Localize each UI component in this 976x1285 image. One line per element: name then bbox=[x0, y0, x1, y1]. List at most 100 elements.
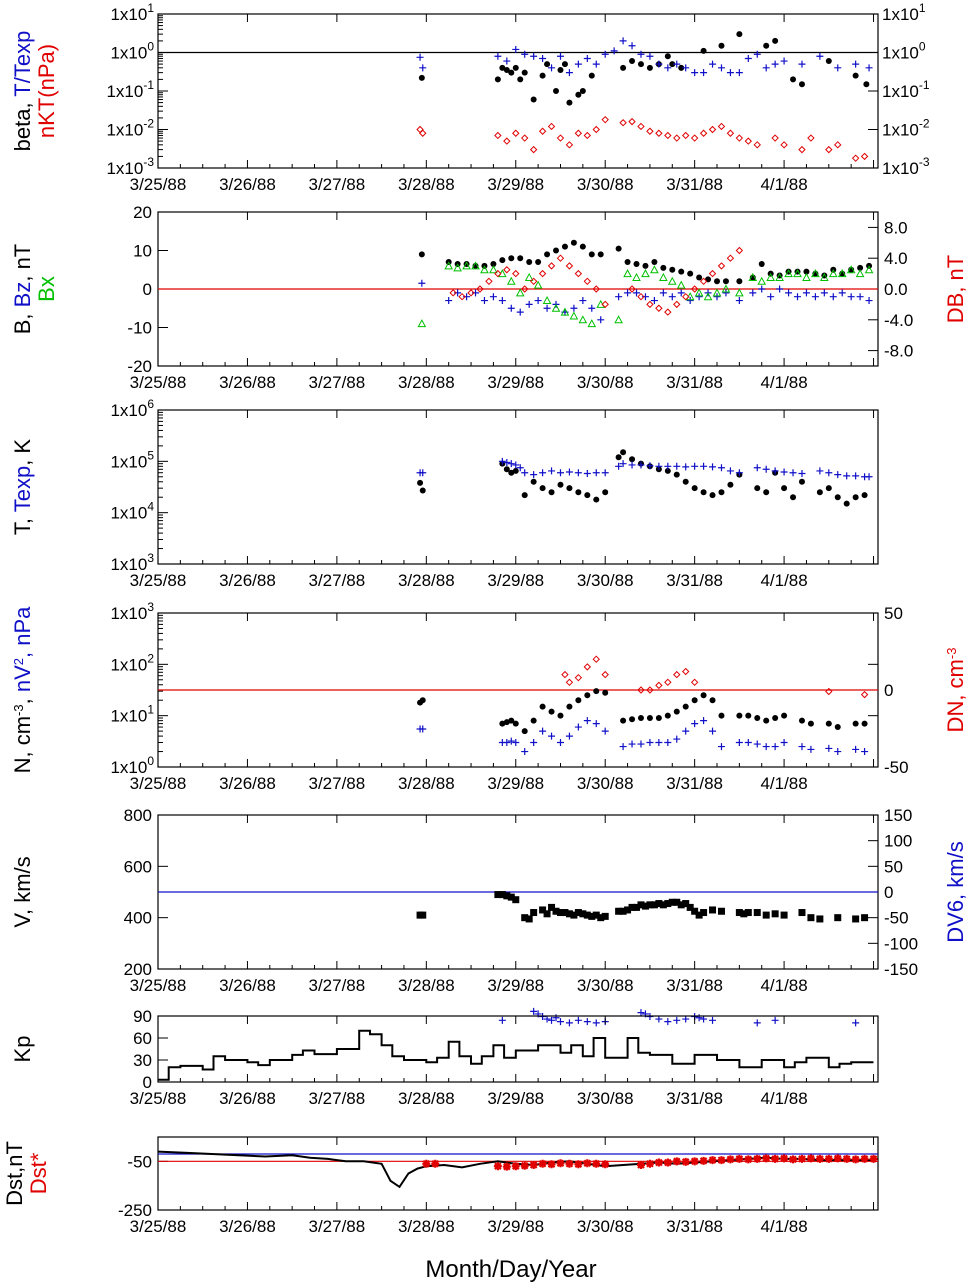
beta-data-point bbox=[538, 127, 547, 135]
beta-data-point bbox=[699, 129, 708, 137]
density-data-point bbox=[772, 715, 779, 722]
beta-data-point bbox=[646, 127, 654, 135]
density-x-tick-label: 3/25/88 bbox=[130, 774, 187, 793]
temperature-data-point bbox=[615, 462, 623, 470]
beta-data-point bbox=[628, 42, 636, 50]
velocity-data-point bbox=[673, 1016, 681, 1024]
bfield-data-point bbox=[445, 297, 453, 305]
bfield-data-point bbox=[714, 278, 721, 285]
density-data-point bbox=[780, 739, 788, 747]
bfield-data-point bbox=[561, 243, 568, 250]
density-right-tick-label: 0 bbox=[884, 681, 893, 700]
bfield-data-point bbox=[632, 272, 641, 281]
temperature-y-tick-label: 1x103 bbox=[110, 551, 154, 574]
temperature-data-point bbox=[574, 469, 582, 477]
temperature-data-point bbox=[816, 489, 823, 496]
bfield-data-point bbox=[587, 319, 597, 328]
bfield-data-point bbox=[686, 297, 694, 305]
density-data-point bbox=[852, 745, 860, 753]
bfield-data-point bbox=[655, 304, 663, 312]
bfield-data-point bbox=[489, 265, 498, 274]
density-y-axis-title: N, cm-3, nV2, nPa bbox=[10, 606, 35, 774]
temperature-y-tick-base: 1x10 bbox=[110, 401, 147, 420]
bfield-data-point bbox=[828, 269, 838, 278]
density-data-point bbox=[574, 723, 582, 731]
temperature-y-tick-exp: 4 bbox=[147, 500, 154, 514]
bfield-data-point bbox=[498, 297, 506, 305]
density-data-point bbox=[646, 715, 653, 722]
density-data-point bbox=[503, 739, 511, 747]
temperature-data-point bbox=[584, 492, 591, 499]
density-data-point bbox=[637, 686, 645, 694]
temperature-data-point bbox=[726, 467, 734, 475]
bfield-data-point bbox=[615, 245, 622, 252]
density-y-axis-title-part: , nPa bbox=[10, 606, 35, 658]
beta-data-point bbox=[601, 50, 609, 58]
density-data-point bbox=[530, 717, 537, 724]
beta-data-point bbox=[619, 37, 627, 45]
temperature-data-point bbox=[691, 485, 698, 492]
beta-y-tick-exp: -2 bbox=[143, 117, 154, 131]
kp-x-tick-label: 3/27/88 bbox=[309, 1089, 366, 1108]
bfield-data-point bbox=[417, 319, 427, 328]
bfield-data-point bbox=[749, 289, 757, 297]
panel-velocity: 3/25/88 3/26/88 3/27/88 3/28/88 3/29/88 3/30/… bbox=[10, 806, 968, 1027]
temperature-data-point bbox=[548, 467, 556, 475]
velocity-data-point bbox=[762, 911, 770, 919]
bfield-data-point bbox=[472, 289, 480, 297]
temperature-data-point bbox=[583, 469, 591, 477]
bfield-data-point bbox=[722, 289, 730, 297]
velocity-data-point bbox=[673, 898, 681, 906]
density-data-point bbox=[735, 739, 743, 747]
beta-data-point bbox=[709, 60, 717, 68]
dst-data-point bbox=[645, 1159, 654, 1168]
bfield-data-point bbox=[669, 266, 676, 273]
dst-data-point bbox=[753, 1154, 762, 1163]
density-data-point bbox=[861, 720, 868, 727]
density-x-tick-label: 3/31/88 bbox=[666, 774, 723, 793]
beta-data-point bbox=[717, 122, 726, 131]
bfield-data-point bbox=[758, 285, 766, 293]
bfield-data-point bbox=[494, 269, 502, 278]
temperature-data-point bbox=[717, 464, 725, 472]
velocity-data-point bbox=[525, 915, 533, 923]
beta-x-tick-label: 4/1/88 bbox=[760, 175, 807, 194]
density-data-point bbox=[521, 748, 529, 756]
dst-data-point bbox=[806, 1154, 815, 1163]
temperature-data-point bbox=[619, 460, 627, 468]
temperature-data-point bbox=[615, 454, 622, 461]
beta-data-point bbox=[637, 50, 645, 58]
bfield-data-point bbox=[633, 289, 641, 297]
temperature-y-axis-title-part: , K bbox=[10, 439, 35, 466]
beta-data-point bbox=[852, 72, 859, 79]
bfield-data-point bbox=[534, 297, 542, 305]
temperature-data-point bbox=[575, 489, 582, 496]
dst-x-tick-label: 3/28/88 bbox=[398, 1217, 455, 1236]
density-data-point bbox=[781, 712, 788, 719]
beta-data-point bbox=[561, 61, 568, 68]
temperature-data-point bbox=[539, 469, 547, 477]
density-data-point bbox=[575, 697, 582, 704]
bfield-x-tick-label: 3/27/88 bbox=[309, 373, 366, 392]
velocity-data-point bbox=[659, 901, 667, 909]
dst-data-point bbox=[663, 1158, 672, 1167]
beta-y-axis-title-part: nKT(nPa) bbox=[34, 44, 59, 138]
temperature-data-point bbox=[516, 464, 524, 472]
velocity-right-tick-label: -50 bbox=[884, 909, 909, 928]
dst-x-tick-label: 4/1/88 bbox=[760, 1217, 807, 1236]
velocity-data-point bbox=[419, 911, 427, 919]
beta-data-point bbox=[601, 115, 609, 124]
temperature-data-point bbox=[682, 478, 689, 485]
bfield-x-tick-label: 3/30/88 bbox=[577, 373, 634, 392]
velocity-data-point bbox=[579, 910, 587, 918]
beta-y-tick-base: 1x10 bbox=[106, 121, 143, 140]
bfield-x-tick-label: 3/29/88 bbox=[487, 373, 544, 392]
density-data-point bbox=[762, 743, 770, 751]
density-y-axis-title-part: nV bbox=[10, 665, 35, 692]
bfield-data-point bbox=[507, 304, 515, 312]
beta-data-point bbox=[583, 131, 592, 140]
beta-data-point bbox=[678, 64, 685, 71]
density-data-point bbox=[691, 697, 698, 704]
density-data-point bbox=[592, 720, 600, 728]
velocity-data-point bbox=[498, 1016, 506, 1024]
